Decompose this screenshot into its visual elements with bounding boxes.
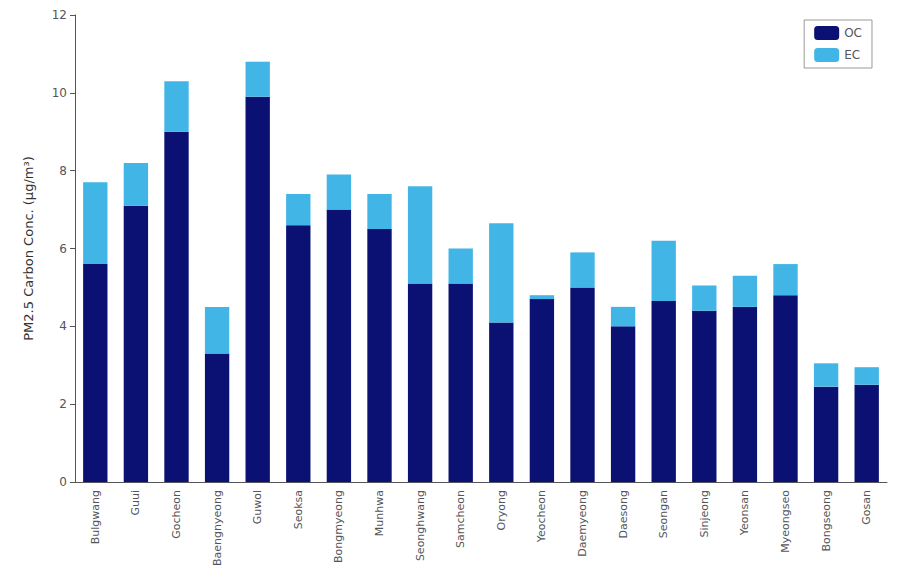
svg-text:Oryong: Oryong: [495, 490, 508, 530]
svg-text:10: 10: [52, 86, 67, 100]
svg-text:Seoksa: Seoksa: [292, 490, 305, 529]
svg-text:12: 12: [52, 8, 67, 22]
svg-text:EC: EC: [844, 48, 860, 62]
svg-text:Gosan: Gosan: [860, 490, 873, 525]
svg-text:Daesong: Daesong: [617, 490, 630, 538]
svg-text:Baengnyeong: Baengnyeong: [211, 490, 224, 566]
svg-text:Sinjeong: Sinjeong: [698, 490, 711, 538]
svg-text:Yeocheon: Yeocheon: [535, 490, 548, 543]
svg-text:Myeongseo: Myeongseo: [779, 490, 792, 553]
svg-text:Daemyeong: Daemyeong: [576, 490, 589, 557]
svg-text:Guwol: Guwol: [251, 490, 264, 524]
svg-text:Seonghwang: Seonghwang: [414, 490, 427, 561]
svg-text:Bongseong: Bongseong: [820, 490, 833, 551]
svg-text:Munhwa: Munhwa: [373, 490, 386, 536]
svg-text:Samcheon: Samcheon: [454, 490, 467, 548]
svg-text:2: 2: [59, 397, 67, 411]
svg-text:0: 0: [59, 475, 67, 489]
svg-text:6: 6: [59, 242, 67, 256]
svg-text:PM2.5 Carbon Conc. (μg/m³): PM2.5 Carbon Conc. (μg/m³): [21, 156, 36, 340]
svg-text:8: 8: [59, 164, 67, 178]
svg-text:OC: OC: [844, 26, 862, 40]
svg-text:Bulgwang: Bulgwang: [89, 490, 102, 544]
svg-text:Guui: Guui: [129, 490, 142, 516]
svg-text:Seongan: Seongan: [657, 490, 670, 538]
svg-text:Bongmyeong: Bongmyeong: [332, 490, 345, 563]
svg-text:4: 4: [59, 319, 67, 333]
svg-text:Gocheon: Gocheon: [170, 490, 183, 539]
svg-text:Yeonsan: Yeonsan: [738, 490, 751, 536]
